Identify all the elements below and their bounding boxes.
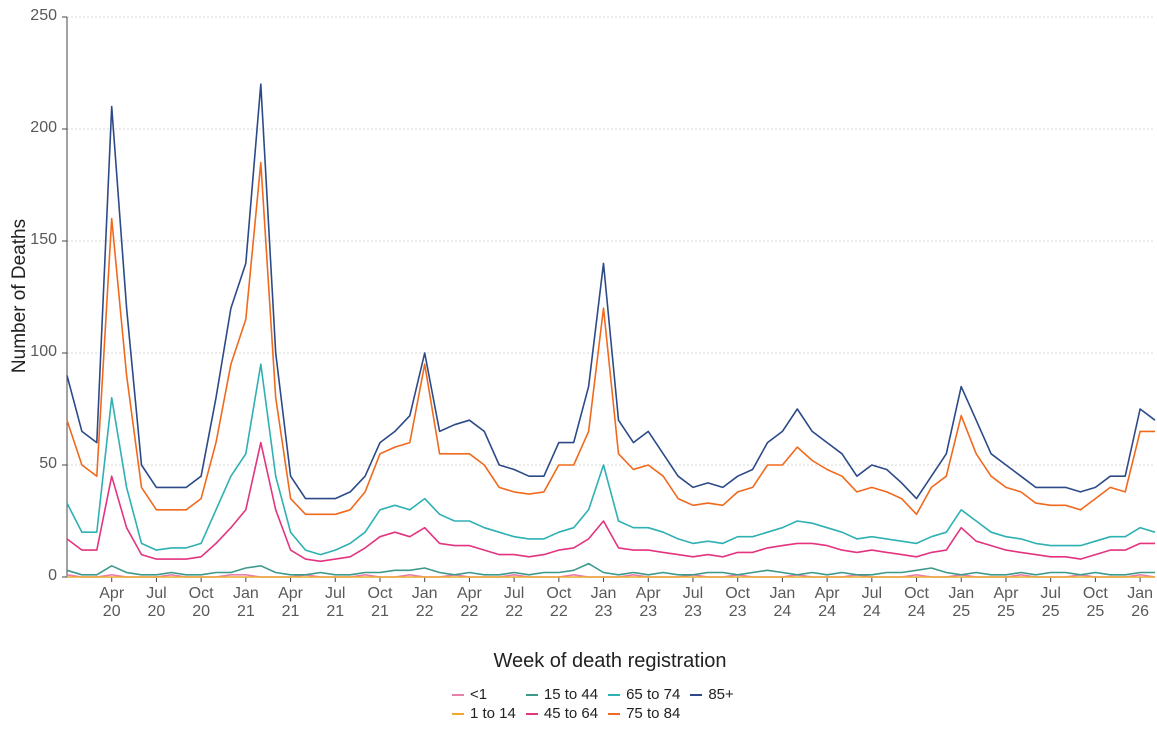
- legend-swatch: [525, 693, 538, 696]
- y-tick-label: 250: [30, 7, 57, 24]
- x-tick-label: Jan 24: [769, 585, 796, 620]
- legend: <1 1 to 14 15 to 44 45 to 64 65 to 74 75 to 8…: [452, 685, 734, 723]
- series-line: [66, 363, 1156, 556]
- x-tick-label: Jan 21: [232, 585, 259, 620]
- legend-item: 75 to 84: [608, 704, 680, 723]
- legend-item: 1 to 14: [452, 704, 516, 723]
- x-tick-label: Jul 24: [861, 585, 883, 620]
- x-tick-label: Oct 23: [725, 585, 751, 620]
- x-tick-label: Apr 24: [814, 585, 840, 620]
- x-tick-label: Apr 21: [278, 585, 303, 620]
- series-line: [66, 161, 1155, 516]
- x-tick-label: Jan 26: [1127, 585, 1153, 620]
- series-line: [66, 441, 1155, 563]
- legend-label: 15 to 44: [543, 686, 599, 703]
- x-axis-title: Week of death registration: [493, 650, 727, 672]
- x-tick-label: Oct 22: [546, 585, 572, 620]
- y-tick-label: 200: [30, 119, 57, 136]
- series-line: [66, 562, 1155, 576]
- series-line: [66, 83, 1156, 500]
- x-tick-label: Oct 21: [367, 585, 393, 620]
- legend-swatch: [452, 693, 464, 696]
- x-tick-label: Apr 22: [456, 585, 482, 620]
- legend-label: <1: [470, 686, 488, 703]
- legend-item: 15 to 44: [525, 685, 599, 704]
- y-tick-label: 50: [39, 455, 57, 472]
- legend-label: 85+: [708, 686, 734, 703]
- x-tick-label: Apr 23: [635, 585, 661, 620]
- y-tick-label: 100: [30, 343, 57, 360]
- x-tick-label: Apr 25: [993, 585, 1019, 620]
- legend-swatch: [608, 712, 621, 715]
- y-tick-label: 0: [48, 567, 57, 584]
- x-tick-label: Jul 21: [325, 585, 346, 620]
- x-tick-label: Oct 20: [188, 585, 214, 620]
- x-tick-label: Jul 25: [1040, 585, 1061, 620]
- y-title-wrap: Number of Deaths: [0, 0, 40, 729]
- x-tick-label: Jan 23: [590, 585, 617, 620]
- x-tick-label: Jul 23: [682, 585, 704, 620]
- y-tick-label: 150: [30, 231, 57, 248]
- x-tick-label: Oct 25: [1082, 585, 1108, 620]
- legend-item: <1: [452, 685, 516, 704]
- legend-swatch: [608, 693, 621, 696]
- legend-label: 75 to 84: [626, 705, 681, 722]
- legend-swatch: [525, 712, 538, 715]
- x-tick-label: Jul 20: [146, 585, 167, 620]
- legend-item: 85+: [690, 685, 734, 704]
- legend-item: 65 to 74: [608, 685, 680, 704]
- legend-swatch: [452, 712, 464, 715]
- y-axis-title: Number of Deaths: [9, 218, 30, 374]
- x-tick-label: Oct 24: [904, 585, 929, 620]
- legend-label: 1 to 14: [470, 705, 516, 722]
- legend-item: 45 to 64: [525, 704, 599, 723]
- x-tick-label: Jul 22: [503, 585, 525, 620]
- x-tick-label: Apr 20: [99, 585, 125, 620]
- legend-label: 45 to 64: [543, 705, 599, 722]
- x-tick-label: Jan 25: [948, 585, 975, 620]
- x-tick-label: Jan 22: [411, 585, 438, 620]
- legend-swatch: [690, 693, 703, 696]
- legend-label: 65 to 74: [626, 686, 681, 703]
